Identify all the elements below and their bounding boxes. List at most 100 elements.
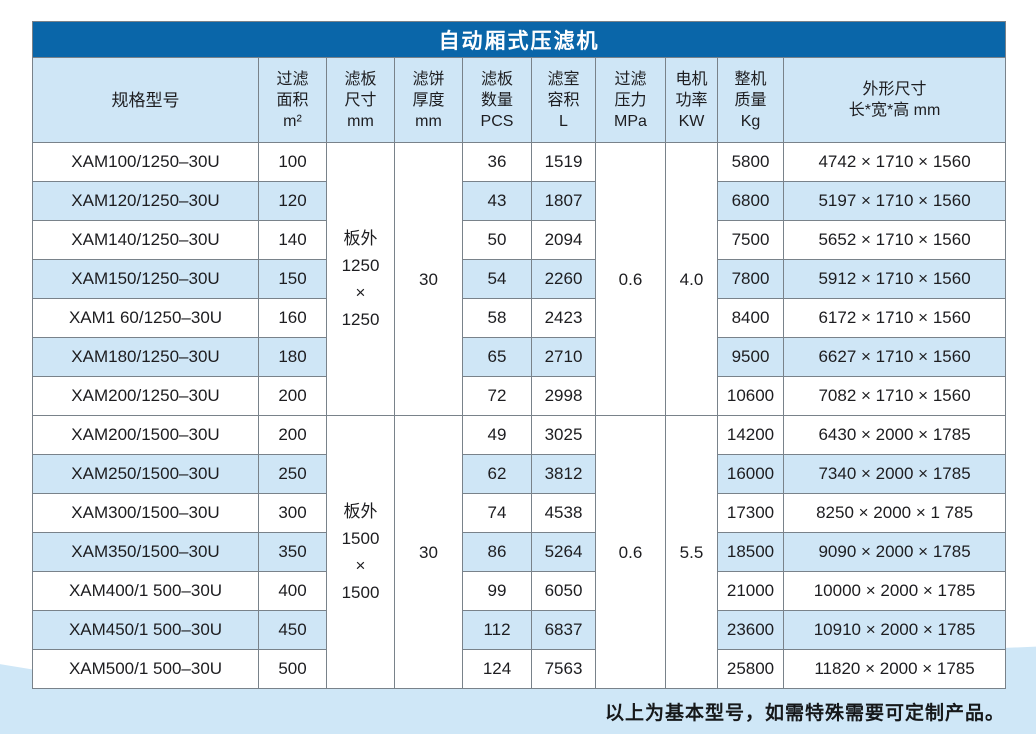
- cell-area: 500: [258, 649, 327, 689]
- cell-weight: 18500: [717, 532, 784, 572]
- col-header-plate-size: 滤板 尺寸 mm: [326, 57, 395, 143]
- cell-thickness-group1: 30: [394, 142, 463, 416]
- cell-dims: 5197 × 1710 × 1560: [782, 181, 1007, 221]
- col-header-model: 规格型号: [32, 57, 259, 143]
- cell-dims: 5912 × 1710 × 1560: [782, 259, 1007, 299]
- cell-weight: 16000: [717, 454, 784, 494]
- cell-model: XAM350/1500–30U: [32, 532, 259, 572]
- cell-dims: 9090 × 2000 × 1785: [782, 532, 1007, 572]
- cell-qty: 65: [462, 337, 532, 377]
- cell-pressure-group1: 0.6: [595, 142, 666, 416]
- table-row: XAM450/1 500–30U 450 112 6837 23600 1091…: [32, 610, 1007, 650]
- cell-weight: 25800: [717, 649, 784, 689]
- cell-weight: 21000: [717, 571, 784, 611]
- cell-area: 300: [258, 493, 327, 533]
- cell-volume: 2094: [531, 220, 596, 260]
- cell-model: XAM200/1500–30U: [32, 415, 259, 455]
- table-row: XAM200/1500–30U 200 板外 1500 × 1500 30 49…: [32, 415, 1007, 689]
- cell-area: 150: [258, 259, 327, 299]
- cell-area: 200: [258, 415, 327, 455]
- cell-dims: 7082 × 1710 × 1560: [782, 376, 1007, 416]
- cell-volume: 6050: [531, 571, 596, 611]
- cell-plate-size-group1: 板外 1250 × 1250: [326, 142, 395, 416]
- cell-volume: 3025: [531, 415, 596, 455]
- cell-weight: 9500: [717, 337, 784, 377]
- cell-qty: 54: [462, 259, 532, 299]
- cell-area: 450: [258, 610, 327, 650]
- cell-weight: 17300: [717, 493, 784, 533]
- cell-model: XAM400/1 500–30U: [32, 571, 259, 611]
- cell-qty: 62: [462, 454, 532, 494]
- cell-volume: 1807: [531, 181, 596, 221]
- cell-qty: 50: [462, 220, 532, 260]
- cell-dims: 8250 × 2000 × 1 785: [782, 493, 1007, 533]
- cell-model: XAM300/1500–30U: [32, 493, 259, 533]
- filter-press-spec-table: 自动厢式压滤机 规格型号 过滤 面积 m² 滤板 尺寸 mm 滤饼 厚度 mm …: [31, 21, 1007, 689]
- cell-dims: 5652 × 1710 × 1560: [782, 220, 1007, 260]
- cell-dims: 11820 × 2000 × 1785: [782, 649, 1007, 689]
- cell-qty: 74: [462, 493, 532, 533]
- cell-area: 400: [258, 571, 327, 611]
- cell-model: XAM150/1250–30U: [32, 259, 259, 299]
- cell-volume: 4538: [531, 493, 596, 533]
- cell-pressure-group2: 0.6: [595, 415, 666, 689]
- cell-dims: 6172 × 1710 × 1560: [782, 298, 1007, 338]
- table-row: XAM180/1250–30U 180 65 2710 9500 6627 × …: [32, 337, 1007, 377]
- table-row: XAM100/1250–30U 100 板外 1250 × 1250 30 36…: [32, 142, 1007, 416]
- cell-area: 200: [258, 376, 327, 416]
- cell-dims: 6627 × 1710 × 1560: [782, 337, 1007, 377]
- cell-volume: 2998: [531, 376, 596, 416]
- cell-model: XAM1 60/1250–30U: [32, 298, 259, 338]
- cell-model: XAM120/1250–30U: [32, 181, 259, 221]
- cell-dims: 7340 × 2000 × 1785: [782, 454, 1007, 494]
- cell-area: 350: [258, 532, 327, 572]
- col-header-plate-qty: 滤板 数量 PCS: [462, 57, 532, 143]
- cell-weight: 7800: [717, 259, 784, 299]
- cell-area: 120: [258, 181, 327, 221]
- table-row: XAM500/1 500–30U 500 124 7563 25800 1182…: [32, 649, 1007, 689]
- cell-weight: 10600: [717, 376, 784, 416]
- footer-note: 以上为基本型号，如需特殊需要可定制产品。: [604, 703, 1005, 724]
- table-row: XAM350/1500–30U 350 86 5264 18500 9090 ×…: [32, 532, 1007, 572]
- cell-qty: 36: [462, 142, 532, 182]
- col-header-machine-weight: 整机 质量 Kg: [717, 57, 784, 143]
- cell-weight: 23600: [717, 610, 784, 650]
- cell-dims: 10000 × 2000 × 1785: [782, 571, 1007, 611]
- cell-qty: 124: [462, 649, 532, 689]
- table-row: XAM300/1500–30U 300 74 4538 17300 8250 ×…: [32, 493, 1007, 533]
- cell-volume: 2260: [531, 259, 596, 299]
- cell-model: XAM180/1250–30U: [32, 337, 259, 377]
- cell-qty: 58: [462, 298, 532, 338]
- table-row: XAM140/1250–30U 140 50 2094 7500 5652 × …: [32, 220, 1007, 260]
- cell-model: XAM140/1250–30U: [32, 220, 259, 260]
- col-header-dimensions: 外形尺寸 长*宽*高 mm: [782, 57, 1007, 143]
- cell-weight: 7500: [717, 220, 784, 260]
- table-row: XAM200/1250–30U 200 72 2998 10600 7082 ×…: [32, 376, 1007, 416]
- cell-dims: 6430 × 2000 × 1785: [782, 415, 1007, 455]
- cell-weight: 6800: [717, 181, 784, 221]
- cell-weight: 14200: [717, 415, 784, 455]
- page-title: 自动厢式压滤机: [31, 21, 1007, 58]
- cell-thickness-group2: 30: [394, 415, 463, 689]
- cell-dims: 10910 × 2000 × 1785: [782, 610, 1007, 650]
- cell-area: 250: [258, 454, 327, 494]
- cell-volume: 1519: [531, 142, 596, 182]
- table-header-row: 规格型号 过滤 面积 m² 滤板 尺寸 mm 滤饼 厚度 mm 滤板 数量 PC…: [32, 57, 1007, 143]
- cell-volume: 3812: [531, 454, 596, 494]
- table-row: XAM150/1250–30U 150 54 2260 7800 5912 × …: [32, 259, 1007, 299]
- cell-model: XAM200/1250–30U: [32, 376, 259, 416]
- cell-weight: 8400: [717, 298, 784, 338]
- cell-volume: 5264: [531, 532, 596, 572]
- col-header-chamber-volume: 滤室 容积 L: [531, 57, 596, 143]
- table-row: XAM1 60/1250–30U 160 58 2423 8400 6172 ×…: [32, 298, 1007, 338]
- cell-model: XAM500/1 500–30U: [32, 649, 259, 689]
- col-header-filter-area: 过滤 面积 m²: [258, 57, 327, 143]
- cell-dims: 4742 × 1710 × 1560: [782, 142, 1007, 182]
- table-row: XAM400/1 500–30U 400 99 6050 21000 10000…: [32, 571, 1007, 611]
- table-title-row: 自动厢式压滤机: [31, 21, 1007, 58]
- cell-area: 160: [258, 298, 327, 338]
- col-header-motor-power: 电机 功率 KW: [665, 57, 718, 143]
- cell-power-group2: 5.5: [665, 415, 718, 689]
- cell-volume: 2423: [531, 298, 596, 338]
